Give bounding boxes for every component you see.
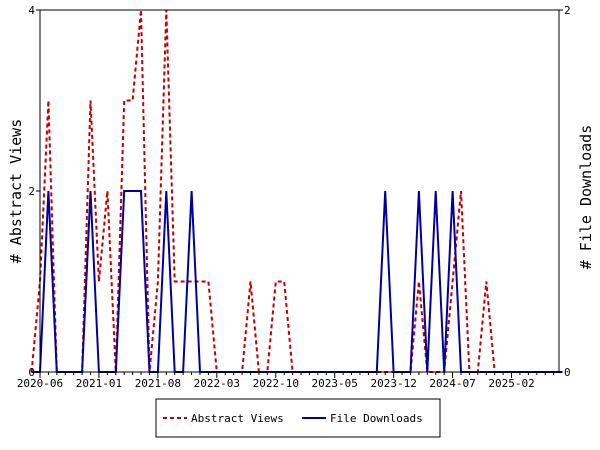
y-right-tick-label: 0 xyxy=(564,366,571,379)
legend: Abstract Views File Downloads xyxy=(155,398,441,438)
x-tick-label: 2022-03 xyxy=(194,377,240,390)
y-left-tick-label: 4 xyxy=(28,4,35,17)
x-tick-label: 2023-05 xyxy=(312,377,358,390)
x-tick-label: 2024-07 xyxy=(429,377,475,390)
y-right-axis-title: # File Downloads xyxy=(577,125,595,270)
ticks-layer: 2020-06 2021-01 2021-08 2022-03 2022-10 2023-… xyxy=(17,4,571,390)
legend-label-file-downloads: File Downloads xyxy=(330,412,423,425)
x-tick-label: 2021-01 xyxy=(76,377,122,390)
y-left-tick-label: 2 xyxy=(28,185,35,198)
x-tick-label: 2023-12 xyxy=(370,377,416,390)
x-tick-label: 2021-08 xyxy=(135,377,181,390)
y-right-tick-label: 2 xyxy=(564,4,571,17)
legend-box xyxy=(155,398,441,438)
x-tick-label: 2020-06 xyxy=(17,377,63,390)
y-left-axis-title: # Abstract Views xyxy=(7,119,25,264)
legend-label-abstract-views: Abstract Views xyxy=(191,412,284,425)
x-tick-label: 2022-10 xyxy=(253,377,299,390)
y-left-tick-label: 0 xyxy=(28,366,35,379)
x-tick-label: 2025-02 xyxy=(488,377,534,390)
